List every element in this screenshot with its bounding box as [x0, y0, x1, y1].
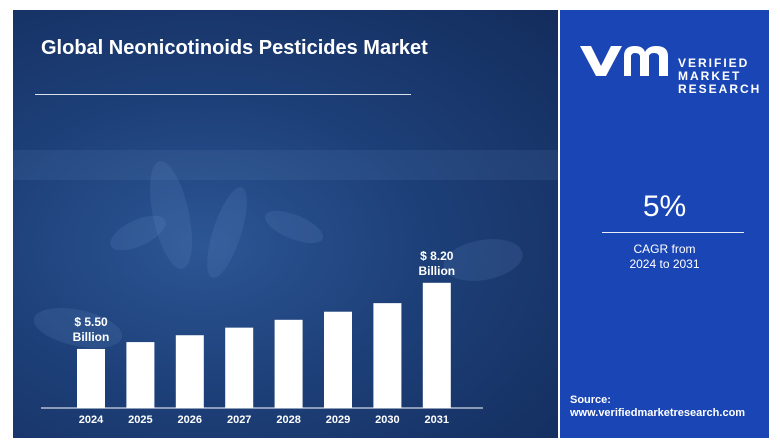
- x-tick-label-2025: 2025: [128, 414, 152, 426]
- data-label-2024: Billion: [73, 330, 110, 344]
- bar-chart: 2024 2025 2026 2027 2028 2029 2030 2031$ 5.50Bi…: [41, 249, 483, 426]
- cagr-value: 5%: [642, 190, 687, 223]
- bar-2031: [422, 282, 451, 408]
- bar-2030: [373, 303, 402, 408]
- vmr-logo-icon: [580, 46, 668, 76]
- source-label: Source:: [570, 394, 611, 406]
- x-tick-label-2031: 2031: [425, 414, 449, 426]
- chart-panel: Global Neonicotinoids Pesticides Market …: [13, 10, 558, 438]
- x-tick-label-2029: 2029: [326, 414, 350, 426]
- logo-text-line: RESEARCH: [678, 82, 762, 96]
- company-logo: ® VERIFIED MARKET RESEARCH: [574, 32, 764, 96]
- summary-panel: ® VERIFIED MARKET RESEARCH 5% CAGR from …: [560, 10, 769, 438]
- x-tick-label-2030: 2030: [375, 414, 399, 426]
- cagr-label: CAGR from 2024 to 2031: [560, 242, 769, 272]
- x-tick-label-2026: 2026: [178, 414, 202, 426]
- data-label-2024: $ 5.50: [74, 315, 108, 329]
- cagr-label-line: CAGR from: [633, 242, 696, 256]
- cagr-label-line: 2024 to 2031: [629, 257, 700, 271]
- bar-2028: [274, 319, 303, 408]
- chart-title: Global Neonicotinoids Pesticides Market: [41, 37, 428, 59]
- x-tick-label-2028: 2028: [276, 414, 300, 426]
- infographic: Global Neonicotinoids Pesticides Market …: [13, 10, 769, 438]
- data-label-2031: Billion: [418, 264, 455, 278]
- bar-2027: [225, 327, 254, 408]
- bar-2024: [77, 348, 105, 408]
- cagr-divider: [602, 232, 744, 233]
- field-haze: [13, 150, 558, 180]
- bar-2025: [126, 342, 155, 408]
- data-label-2031: $ 8.20: [420, 249, 454, 263]
- title-underline: [35, 94, 411, 95]
- logo-text-line: MARKET: [678, 69, 742, 83]
- x-tick-label-2024: 2024: [79, 414, 104, 426]
- bar-2029: [324, 311, 352, 408]
- bar-2026: [175, 335, 204, 408]
- x-tick-label-2027: 2027: [227, 414, 251, 426]
- source-url: www.verifiedmarketresearch.com: [570, 407, 746, 419]
- logo-text-line: VERIFIED: [678, 56, 750, 70]
